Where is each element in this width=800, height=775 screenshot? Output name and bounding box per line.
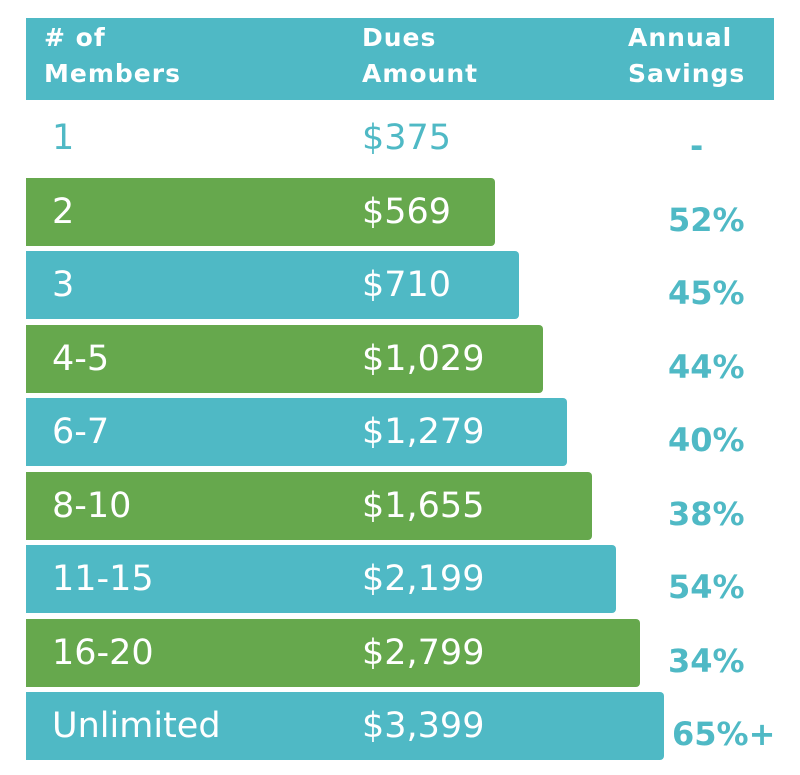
dues-cell-2: $569 bbox=[362, 191, 452, 232]
dues-cell-1: $375 bbox=[362, 118, 452, 158]
savings-cell-9: 65%+ bbox=[672, 715, 776, 753]
dues-cell-8: $2,799 bbox=[362, 632, 485, 673]
savings-cell-1: - bbox=[690, 127, 704, 165]
header-dues-amount: Dues Amount bbox=[362, 23, 479, 88]
savings-cell-5: 40% bbox=[668, 421, 745, 459]
members-cell-2: 2 bbox=[52, 191, 75, 232]
row-bar-2 bbox=[26, 177, 495, 246]
header-annual-savings: Annual Savings bbox=[628, 23, 746, 88]
members-cell-9: Unlimited bbox=[52, 706, 221, 746]
dues-cell-6: $1,655 bbox=[362, 485, 485, 526]
members-cell-6: 8-10 bbox=[52, 485, 132, 526]
row-bar-7 bbox=[26, 545, 616, 613]
row-bar-4 bbox=[26, 324, 544, 393]
dues-cell-7: $2,199 bbox=[362, 559, 485, 599]
row-bar-9 bbox=[26, 692, 664, 760]
row-bar-5 bbox=[26, 398, 568, 466]
row-bar-3 bbox=[26, 251, 520, 319]
members-cell-7: 11-15 bbox=[52, 559, 154, 599]
members-cell-1: 1 bbox=[52, 118, 75, 158]
savings-cell-3: 45% bbox=[668, 274, 745, 312]
savings-cell-8: 34% bbox=[668, 641, 745, 680]
row-bar-6 bbox=[26, 471, 592, 540]
header-members: # of Members bbox=[44, 23, 181, 88]
members-cell-5: 6-7 bbox=[52, 412, 110, 452]
savings-cell-2: 52% bbox=[668, 200, 745, 239]
members-cell-8: 16-20 bbox=[52, 632, 154, 673]
members-cell-3: 3 bbox=[52, 265, 75, 305]
table-header bbox=[26, 18, 774, 100]
row-bar-8 bbox=[26, 618, 640, 687]
savings-cell-6: 38% bbox=[668, 494, 745, 533]
dues-cell-3: $710 bbox=[362, 265, 452, 305]
dues-cell-4: $1,029 bbox=[362, 338, 485, 379]
members-cell-4: 4-5 bbox=[52, 338, 110, 379]
savings-cell-7: 54% bbox=[668, 568, 745, 606]
dues-cell-9: $3,399 bbox=[362, 706, 485, 746]
dues-cell-5: $1,279 bbox=[362, 412, 485, 452]
savings-cell-4: 44% bbox=[668, 347, 745, 386]
